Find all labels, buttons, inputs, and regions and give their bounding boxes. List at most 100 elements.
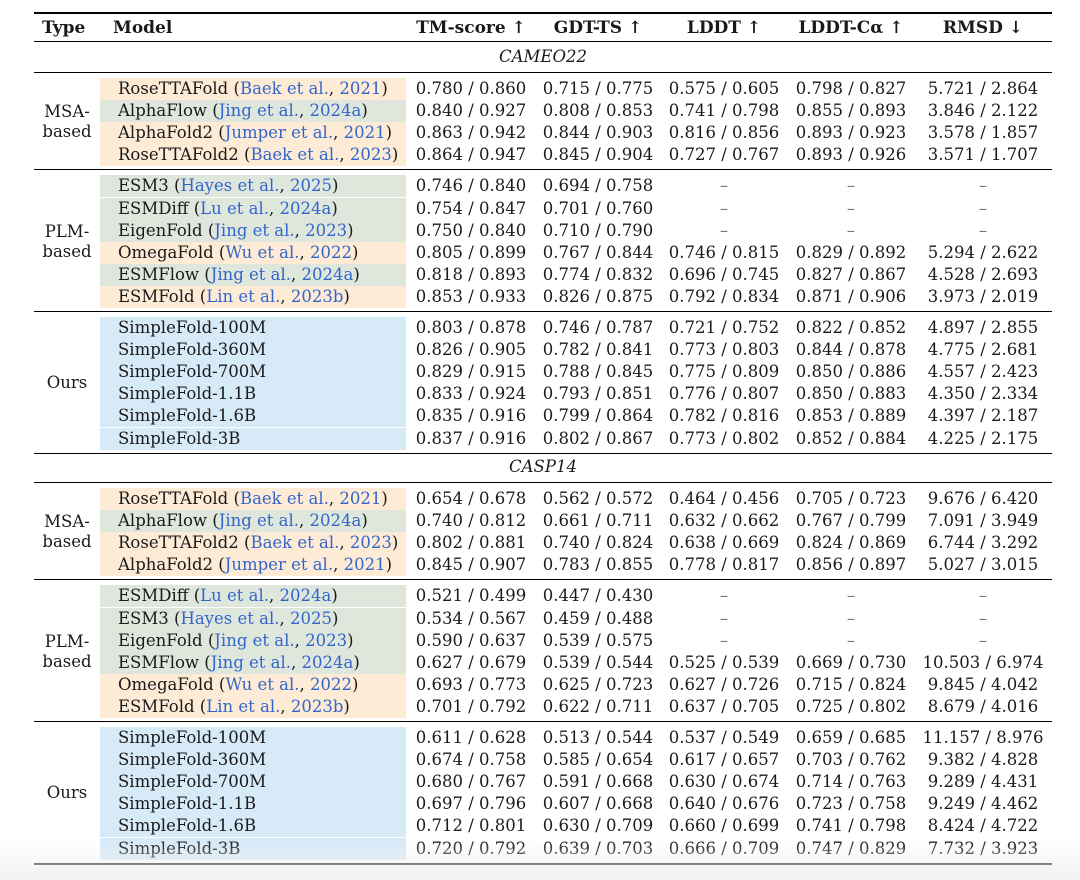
metric-rmsd: 9.249 / 4.462 [927,794,1039,814]
metric-lddt-ca: 0.856 / 0.897 [795,555,907,575]
model-cell: SimpleFold-700M [100,361,406,384]
metric-lddt-ca: 0.850 / 0.883 [795,384,907,404]
metric-rmsd: 4.528 / 2.693 [927,264,1039,284]
model-cell: OmegaFold (Wu et al., 2022) [100,241,406,264]
metric-lddt: 0.727 / 0.767 [668,145,780,165]
model-cell: SimpleFold-3B [100,837,406,860]
citation-year: 2024a [301,264,354,284]
header-lddt-ca: LDDT-Cα ↑ [798,18,904,38]
metric-rmsd: 3.571 / 1.707 [927,145,1039,165]
citation-close: ) [391,533,399,553]
model-name: RoseTTAFold2 [118,533,239,553]
metric-lddt: 0.660 / 0.699 [668,816,780,836]
metric-lddt-ca: 0.714 / 0.763 [795,772,907,792]
citation-close: ) [381,79,388,98]
citation-year: 2021 [339,79,382,98]
model-cell: SimpleFold-100M [100,317,406,339]
metric-rmsd: 4.225 / 2.175 [927,428,1039,448]
metric-lddt-ca: 0.844 / 0.878 [795,340,907,360]
citation-sep: , [279,176,290,196]
metric-lddt: 0.627 / 0.726 [668,674,780,694]
metric-lddt-ca: 0.659 / 0.685 [795,728,907,747]
citation-open: ( [213,674,226,694]
header-tm-score: TM-score ↑ [416,18,526,38]
citation-close: ) [331,586,338,606]
metric-rmsd: 5.294 / 2.622 [927,242,1039,262]
metric-tm: 0.835 / 0.916 [415,406,527,426]
metric-tm: 0.826 / 0.905 [415,340,527,360]
metric-gdt: 0.740 / 0.824 [542,533,654,553]
model-name: ESMFold [118,696,195,716]
model-cell: SimpleFold-100M [100,727,406,749]
model-name: EigenFold [118,630,203,650]
model-name: ESMDiff [118,586,189,606]
metric-rmsd: 9.382 / 4.828 [927,750,1039,770]
citation-sep: , [280,286,291,306]
model-name: ESMFlow [118,652,200,672]
group-label-line: MSA- [44,512,90,532]
metric-lddt: 0.630 / 0.674 [668,772,780,792]
citation-close: ) [347,630,354,650]
metric-lddt: 0.775 / 0.809 [668,362,780,382]
metric-tm: 0.712 / 0.801 [415,816,527,836]
citation-sep: , [269,586,280,606]
model-cell: SimpleFold-360M [100,339,406,362]
citation-sep: , [333,123,344,143]
metric-gdt: 0.746 / 0.787 [542,318,654,337]
citation-author: Baek et al. [250,533,340,553]
metric-tm: 0.780 / 0.860 [415,79,527,98]
metric-tm: 0.674 / 0.758 [415,750,527,770]
metric-lddt: 0.638 / 0.669 [668,533,780,553]
citation-sep: , [299,674,311,694]
model-name: SimpleFold-1.1B [118,794,257,814]
model-name: ESMDiff [118,198,189,218]
model-name: AlphaFold2 [118,123,214,143]
metric-rmsd: – [978,220,988,240]
metric-gdt: 0.774 / 0.832 [542,264,654,284]
metric-rmsd: 4.897 / 2.855 [927,318,1039,337]
group-label: PLM-based [34,222,100,262]
group-rule [34,169,1052,171]
citation-close: ) [361,101,368,121]
metric-gdt: 0.622 / 0.711 [542,696,654,716]
group-label-line: Ours [46,783,88,803]
citation-open: ( [238,533,251,553]
citation-sep: , [291,652,302,672]
group-label-line: based [42,122,92,142]
metric-lddt-ca: – [846,220,856,240]
model-cell: ESM3 (Hayes et al., 2025) [100,175,406,198]
citation-year: 2024a [309,511,362,531]
citation-author: Lin et al. [206,286,281,306]
citation-open: ( [228,489,240,508]
metric-tm: 0.750 / 0.840 [415,220,527,240]
metric-lddt: 0.816 / 0.856 [668,123,780,143]
model-name: RoseTTAFold [118,489,229,508]
metric-tm: 0.803 / 0.878 [415,318,527,337]
model-name: RoseTTAFold [118,79,229,98]
citation-close: ) [343,286,350,306]
metric-tm: 0.840 / 0.927 [415,101,527,121]
citation-open: ( [207,511,219,531]
metric-rmsd: 3.973 / 2.019 [927,286,1039,306]
metric-tm: 0.740 / 0.812 [415,511,527,531]
header-gdt-ts: GDT-TS ↑ [553,18,643,38]
group-label-line: based [42,532,92,552]
header-model: Model [113,18,173,38]
model-cell: ESMFold (Lin et al., 2023b) [100,285,406,308]
metric-lddt: – [719,198,729,218]
model-cell: RoseTTAFold (Baek et al., 2021) [100,78,406,100]
metric-tm: 0.701 / 0.792 [415,696,527,716]
metric-gdt: 0.710 / 0.790 [542,220,654,240]
citation-open: ( [228,79,240,98]
metric-lddt: 0.537 / 0.549 [668,728,780,747]
metric-gdt: 0.788 / 0.845 [542,362,654,382]
metric-lddt: 0.666 / 0.709 [668,838,780,858]
citation-author: Wu et al. [225,674,300,694]
metric-gdt: 0.694 / 0.758 [542,176,654,196]
model-cell: SimpleFold-1.1B [100,383,406,406]
citation-close: ) [343,696,350,716]
citation-year: 2023 [349,533,392,553]
metric-gdt: 0.802 / 0.867 [542,428,654,448]
model-name: SimpleFold-3B [118,428,241,448]
citation-author: Hayes et al. [180,176,280,196]
